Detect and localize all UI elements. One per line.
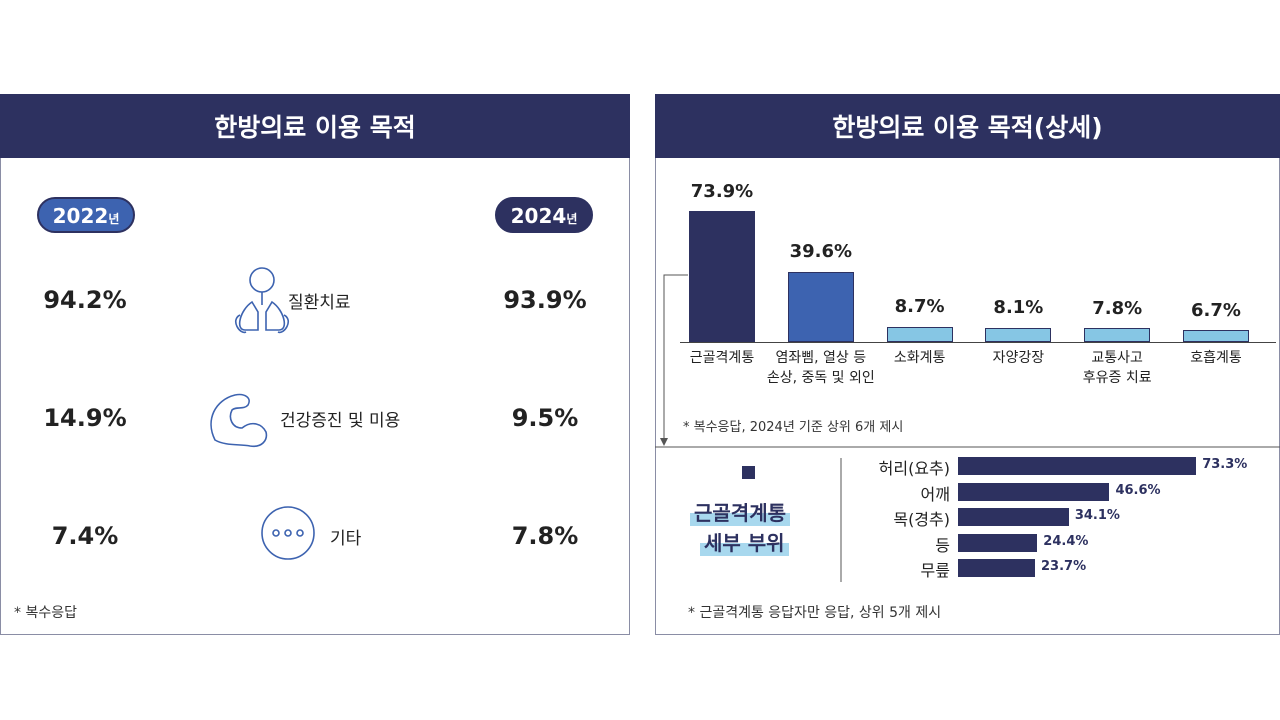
- bracket: [663, 274, 688, 440]
- value-label: 73.3%: [1202, 457, 1248, 472]
- bar: [1084, 328, 1151, 342]
- year-badge: 2024 년: [495, 197, 593, 233]
- bar: [958, 533, 1038, 552]
- value-2024: 7.8%: [511, 522, 579, 550]
- bar: [958, 508, 1069, 526]
- sub-title: 세부 부위: [700, 527, 789, 556]
- purpose-label: 건강증진 및 미용: [280, 411, 401, 431]
- bar: [1183, 330, 1249, 342]
- category-label: 허리(요추): [878, 459, 950, 478]
- category-label: 호흡계통: [1190, 350, 1242, 366]
- icon-more: [261, 506, 315, 560]
- value-2022: 7.4%: [51, 522, 119, 550]
- category-label: 교통사고 후유증 치료: [1082, 350, 1152, 386]
- note: * 복수응답: [14, 605, 77, 621]
- icon-lungs: [235, 267, 289, 334]
- left-panel: [0, 94, 630, 635]
- year: 2024: [510, 204, 567, 228]
- bar: [958, 457, 1197, 475]
- year-badge: 2022 년: [37, 197, 135, 233]
- value-label: 73.9%: [690, 180, 754, 202]
- value-label: 39.6%: [789, 241, 853, 263]
- year-suffix: 년: [108, 212, 120, 226]
- value-label: 34.1%: [1074, 508, 1120, 523]
- category-label: 근골격계통: [689, 350, 755, 366]
- year-suffix: 년: [566, 212, 578, 226]
- value-label: 46.6%: [1115, 482, 1161, 498]
- value-2024: 9.5%: [511, 404, 579, 432]
- bar: [787, 271, 854, 342]
- icon-arm: [210, 393, 268, 448]
- purpose-label: 질환치료: [288, 293, 351, 313]
- category-label: 목(경추): [893, 510, 950, 529]
- value-2024: 93.9%: [503, 286, 587, 314]
- category-label: 소화계통: [893, 350, 946, 366]
- arrow: [660, 438, 668, 446]
- value-label: 24.4%: [1043, 533, 1089, 549]
- purpose-label: 기타: [330, 529, 362, 549]
- value-2022: 14.9%: [43, 404, 127, 432]
- panel-title: 한방의료 이용 목적(상세): [655, 94, 1280, 158]
- value-label: 23.7%: [1041, 559, 1087, 574]
- bar: [958, 559, 1036, 577]
- category-label: 등: [935, 535, 950, 555]
- sub-title: 근골격계통: [690, 497, 790, 526]
- category-label: 어깨: [920, 484, 950, 504]
- value-label: 7.8%: [1092, 297, 1143, 319]
- value-label: 8.1%: [993, 297, 1044, 319]
- value-label: 6.7%: [1191, 299, 1241, 321]
- category-label: 자양강장: [992, 350, 1045, 366]
- bar: [886, 326, 953, 342]
- bar: [689, 211, 755, 342]
- panel-title: 한방의료 이용 목적: [0, 94, 630, 158]
- note: * 복수응답, 2024년 기준 상위 6개 제시: [683, 420, 904, 435]
- note: * 근골격계통 응답자만 응답, 상위 5개 제시: [688, 605, 942, 621]
- bar: [985, 327, 1052, 342]
- value-2022: 94.2%: [43, 286, 127, 314]
- baseline: [680, 342, 1276, 343]
- year: 2022: [52, 204, 109, 228]
- category-label: 무릎: [920, 561, 950, 580]
- value-label: 8.7%: [894, 296, 945, 318]
- marker: [742, 466, 755, 479]
- category-label: 염좌삠, 열상 등 손상, 중독 및 외인: [766, 350, 875, 386]
- bar: [958, 482, 1110, 501]
